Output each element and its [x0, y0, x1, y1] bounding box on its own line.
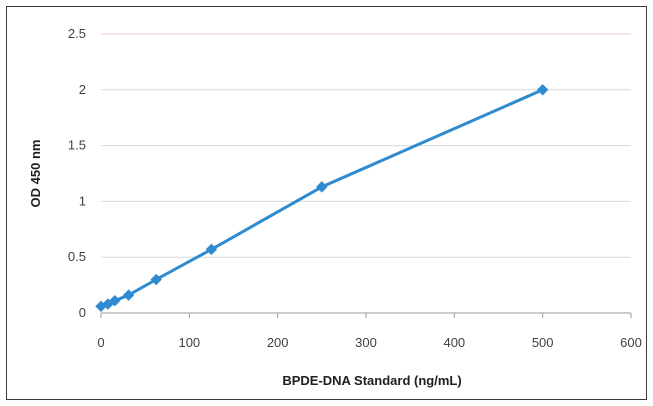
series-line-0	[99, 88, 545, 308]
axes	[100, 312, 632, 318]
x-tick-label-0: 0	[97, 335, 104, 350]
y-tick-label-1: 0.5	[68, 249, 86, 264]
x-tick-label-2: 200	[267, 335, 289, 350]
x-tick-label-5: 500	[532, 335, 554, 350]
chart-frame	[6, 6, 647, 400]
y-tick-labels: 0 0.5 1 1.5 2 2.5	[68, 26, 86, 320]
x-tick-label-3: 300	[355, 335, 377, 350]
series-layer	[95, 84, 549, 313]
y-axis-title: OD 450 nm	[28, 140, 43, 208]
y-tick-label-0: 0	[79, 305, 86, 320]
y-tick-label-3: 1.5	[68, 138, 86, 153]
y-tick-label-2: 1	[79, 193, 86, 208]
data-point-3	[122, 289, 135, 301]
data-point-2	[109, 295, 121, 307]
gridlines	[101, 33, 631, 258]
y-tick-label-5: 2.5	[68, 26, 86, 41]
y-tick-label-4: 2	[79, 82, 86, 97]
x-tick-label-4: 400	[443, 335, 465, 350]
data-point-6	[316, 181, 328, 193]
data-point-7	[536, 84, 549, 96]
x-tick-label-1: 100	[178, 335, 200, 350]
data-point-5	[205, 243, 218, 256]
data-point-4	[150, 273, 162, 286]
x-axis-title: BPDE-DNA Standard (ng/mL)	[282, 373, 461, 388]
x-tick-label-6: 600	[620, 335, 642, 350]
x-tick-labels: 0 100 200 300 400 500 600	[97, 335, 641, 350]
